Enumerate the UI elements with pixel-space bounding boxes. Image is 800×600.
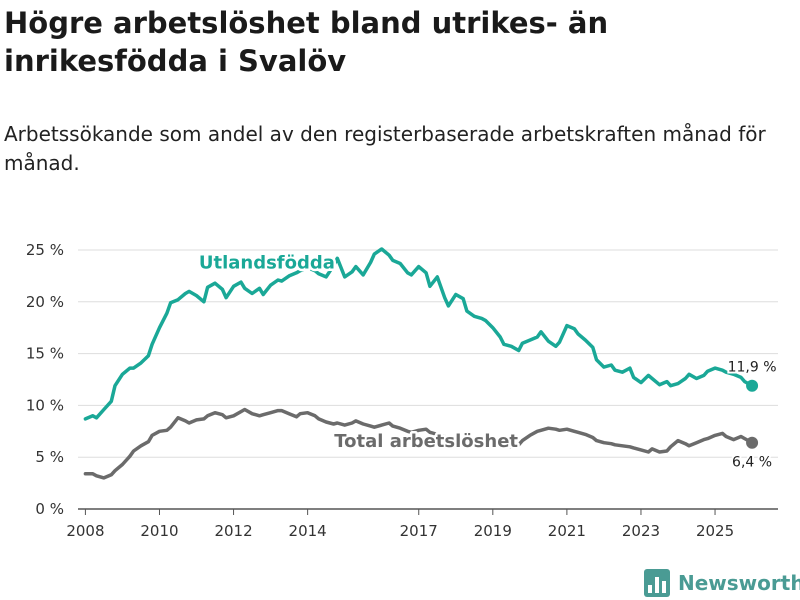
newsworthy-logo-icon (644, 569, 670, 597)
series-line-0 (83, 247, 754, 421)
x-tick-label: 2023 (622, 522, 660, 540)
x-tick-label: 2017 (400, 522, 438, 540)
series-lines (83, 247, 759, 480)
x-tick-label: 2012 (214, 522, 252, 540)
x-tick-label: 2014 (289, 522, 327, 540)
newsworthy-brand: Newsworthy (644, 568, 800, 598)
y-tick-label: 15 % (26, 345, 64, 363)
y-tick-label: 25 % (26, 241, 64, 259)
x-tick-label: 2025 (696, 522, 734, 540)
x-tick-label: 2010 (140, 522, 178, 540)
series-end-point-1 (746, 436, 759, 449)
x-tick-label: 2008 (66, 522, 104, 540)
y-tick-label: 0 % (35, 500, 64, 518)
series-end-point-0 (746, 379, 759, 392)
gridlines (78, 249, 778, 510)
chart-title: Högre arbetslöshet bland utrikes- än inr… (4, 6, 609, 78)
series-labels: Utlandsfödda 11,9 % Total arbetslöshet 6,4 … (196, 250, 778, 473)
y-tick-label: 10 % (26, 396, 64, 414)
y-tick-label: 20 % (26, 293, 64, 311)
series-end-label-0: 11,9 % (728, 360, 777, 376)
brand-name: Newsworthy (678, 571, 800, 595)
y-axis-ticks: 0 % 5 % 10 % 15 % 20 % 25 % (26, 241, 64, 518)
x-tick-label: 2021 (548, 522, 586, 540)
line-chart: 0 %5 %10 %15 %20 %25 % 2008 2010 2012 2014 2… (26, 241, 779, 540)
series-name-label-1: Total arbetslöshet (334, 431, 518, 452)
series-end-label-1: 6,4 % (732, 455, 772, 471)
x-axis-ticks: 2008 2010 2012 2014 2017 2019 2021 2023 2025 (66, 509, 734, 540)
y-tick-label: 5 % (35, 448, 64, 466)
series-name-label-0: Utlandsfödda (199, 253, 335, 274)
series-line-1 (83, 407, 754, 480)
x-tick-label: 2019 (474, 522, 512, 540)
chart-subtitle: Arbetssökande som andel av den registerb… (4, 122, 766, 175)
